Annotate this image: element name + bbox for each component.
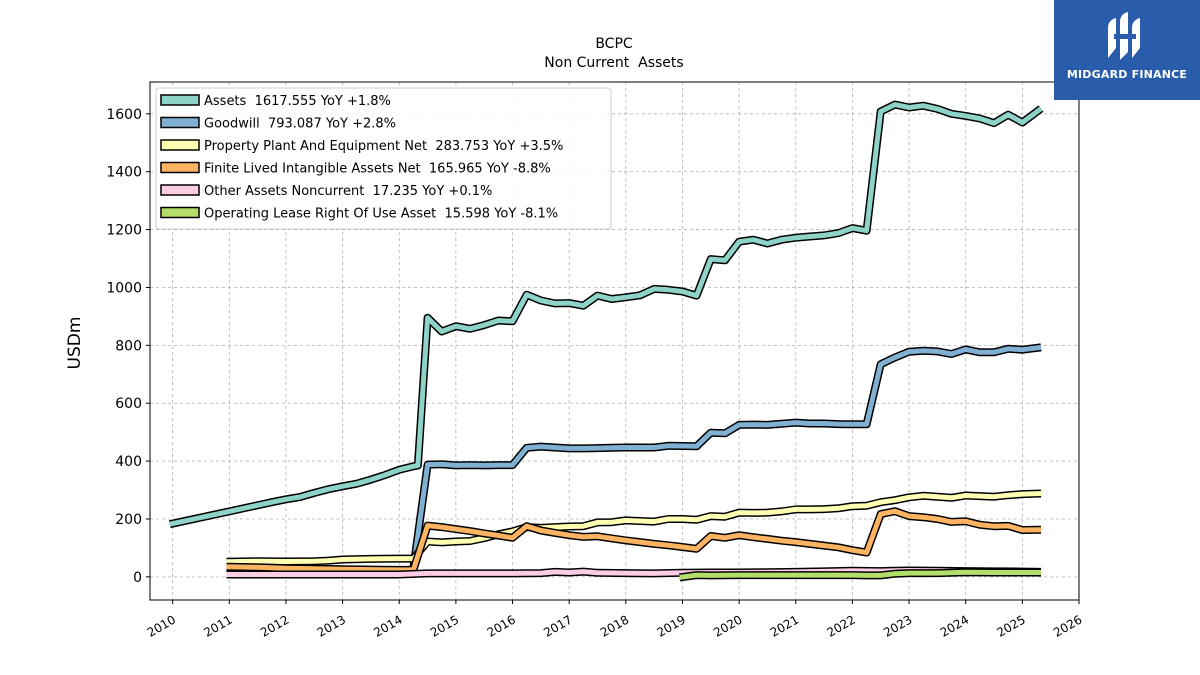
series-5 bbox=[679, 568, 1041, 582]
legend-swatch bbox=[160, 161, 200, 174]
legend-box bbox=[155, 87, 612, 230]
y-tick-label: 600 bbox=[115, 396, 142, 412]
y-tick-label: 400 bbox=[115, 454, 142, 470]
x-tick-label: 2022 bbox=[824, 612, 857, 639]
series-outline bbox=[226, 489, 1042, 566]
chart-title: BCPC bbox=[595, 36, 633, 52]
y-tick-label: 1400 bbox=[106, 165, 142, 181]
y-axis-ticks: 0 200 400 600 800 1000 1200 1400 1600 bbox=[106, 107, 150, 586]
series-line bbox=[169, 102, 1043, 527]
x-tick-label: 2017 bbox=[541, 612, 574, 639]
x-tick-label: 2026 bbox=[1051, 612, 1084, 639]
chart-subtitle: Non Current Assets bbox=[544, 55, 683, 71]
legend-swatch bbox=[160, 184, 200, 196]
x-tick-label: 2025 bbox=[994, 612, 1027, 639]
y-tick-label: 1200 bbox=[106, 223, 142, 239]
legend-swatch bbox=[160, 116, 200, 129]
x-tick-label: 2010 bbox=[145, 612, 178, 639]
legend-swatch bbox=[160, 206, 200, 219]
legend-entry: Finite Lived Intangible Assets Net 165.9… bbox=[204, 162, 551, 177]
plot-frame bbox=[149, 81, 1080, 601]
series-line bbox=[679, 569, 1041, 580]
x-tick-label: 2014 bbox=[371, 612, 404, 639]
series-0 bbox=[168, 100, 1044, 529]
legend-entry: Property Plant And Equipment Net 283.753… bbox=[204, 139, 563, 154]
y-tick-label: 200 bbox=[115, 512, 142, 528]
y-tick-label: 1600 bbox=[106, 107, 142, 123]
brand-name: MIDGARD FINANCE bbox=[1066, 68, 1188, 81]
x-tick-label: 2021 bbox=[768, 612, 801, 639]
legend-swatch bbox=[160, 94, 200, 106]
series-line bbox=[226, 491, 1042, 565]
y-tick-label: 1000 bbox=[106, 280, 142, 296]
y-tick-label: 0 bbox=[133, 570, 142, 586]
x-tick-label: 2011 bbox=[201, 612, 234, 639]
brand-logo: MIDGARD FINANCE bbox=[1054, 0, 1200, 100]
x-tick-label: 2013 bbox=[315, 612, 348, 639]
legend-entry: Goodwill 793.087 YoY +2.8% bbox=[204, 117, 396, 132]
series-line bbox=[226, 508, 1042, 573]
series-2 bbox=[226, 489, 1042, 566]
x-tick-label: 2024 bbox=[938, 612, 971, 639]
legend-entry: Other Assets Noncurrent 17.235 YoY +0.1% bbox=[204, 184, 492, 199]
x-tick-label: 2020 bbox=[711, 612, 744, 639]
series-line bbox=[410, 344, 1042, 569]
x-tick-label: 2016 bbox=[485, 612, 518, 639]
x-tick-label: 2012 bbox=[258, 612, 291, 639]
legend-swatch bbox=[160, 139, 200, 151]
y-axis-label: USDm bbox=[65, 317, 85, 370]
x-tick-label: 2018 bbox=[598, 612, 631, 639]
x-axis-ticks: 2010 2011 2012 2013 2014 2015 2016 2017 2018 2019… bbox=[145, 600, 1085, 640]
legend-entry: Assets 1617.555 YoY +1.8% bbox=[204, 94, 391, 109]
series-3 bbox=[226, 507, 1042, 574]
x-tick-label: 2015 bbox=[428, 612, 461, 639]
series-1 bbox=[409, 343, 1042, 569]
y-tick-label: 800 bbox=[115, 338, 142, 354]
x-tick-label: 2023 bbox=[881, 612, 914, 639]
x-tick-label: 2019 bbox=[655, 612, 688, 639]
series-layer bbox=[168, 100, 1044, 582]
legend: Assets 1617.555 YoY +1.8% Goodwill 793.08… bbox=[155, 87, 612, 230]
midgard-finance-logo-icon bbox=[1108, 12, 1140, 60]
legend-entry: Operating Lease Right Of Use Asset 15.59… bbox=[204, 207, 558, 222]
